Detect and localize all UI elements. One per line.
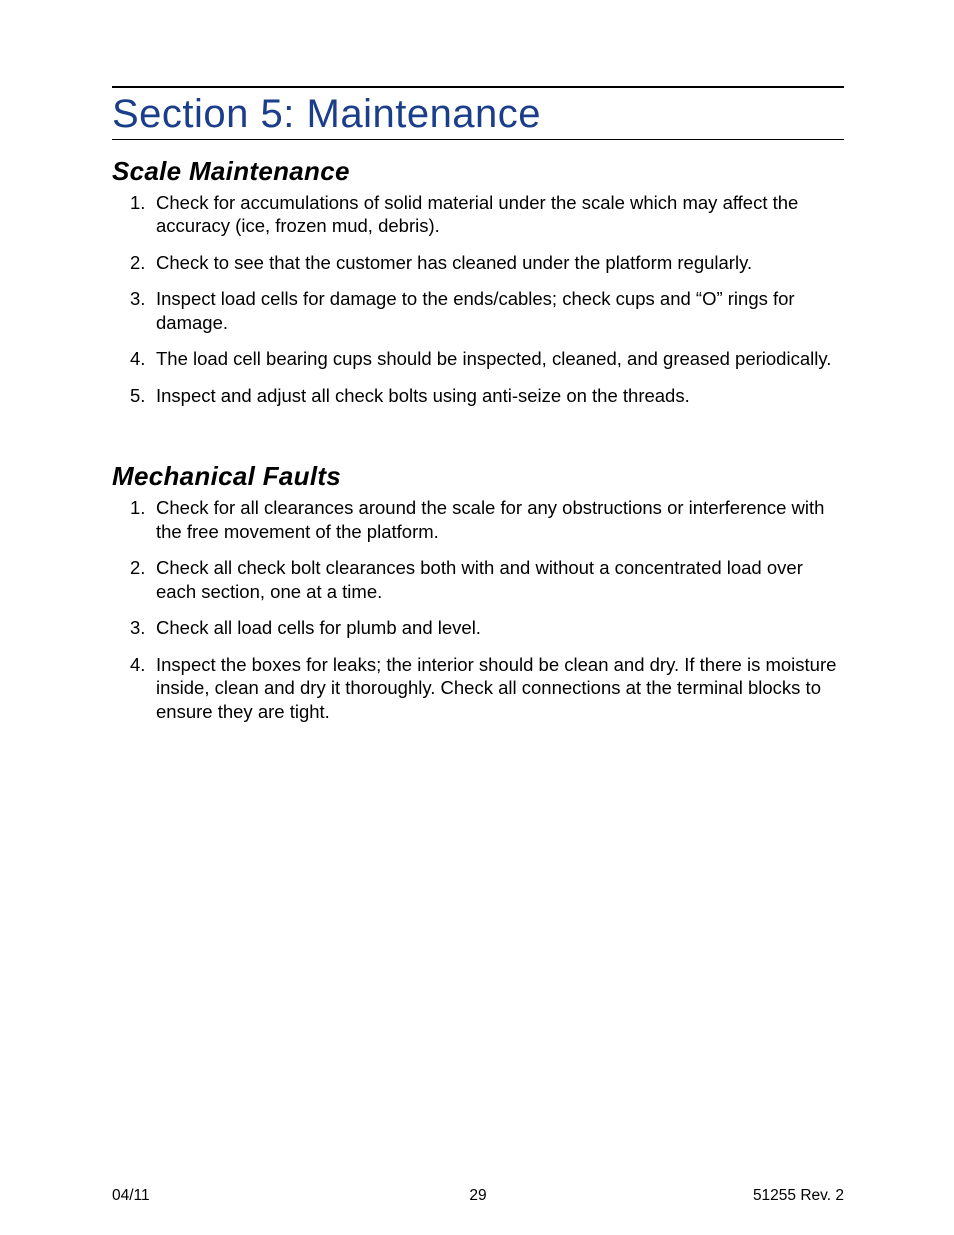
list-item: Inspect and adjust all check bolts using… bbox=[156, 384, 844, 407]
list-item: Inspect the boxes for leaks; the interio… bbox=[156, 653, 844, 723]
section-title: Section 5: Maintenance bbox=[112, 92, 844, 140]
list-item: Check for all clearances around the scal… bbox=[156, 496, 844, 543]
list-item: Check all load cells for plumb and level… bbox=[156, 616, 844, 639]
page: Section 5: Maintenance Scale Maintenance… bbox=[0, 0, 954, 1235]
footer-page-num: 29 bbox=[112, 1187, 844, 1205]
top-rule bbox=[112, 86, 844, 88]
list-item: Inspect load cells for damage to the end… bbox=[156, 287, 844, 334]
subhead-scale-maintenance: Scale Maintenance bbox=[112, 156, 844, 187]
list-item: Check all check bolt clearances both wit… bbox=[156, 556, 844, 603]
list-mechanical-faults: Check for all clearances around the scal… bbox=[112, 496, 844, 723]
list-item: The load cell bearing cups should be ins… bbox=[156, 347, 844, 370]
subhead-mechanical-faults: Mechanical Faults bbox=[112, 461, 844, 492]
list-item: Check to see that the customer has clean… bbox=[156, 251, 844, 274]
list-scale-maintenance: Check for accumulations of solid materia… bbox=[112, 191, 844, 407]
list-item: Check for accumulations of solid materia… bbox=[156, 191, 844, 238]
footer-docrev: 51255 Rev. 2 bbox=[753, 1187, 844, 1205]
